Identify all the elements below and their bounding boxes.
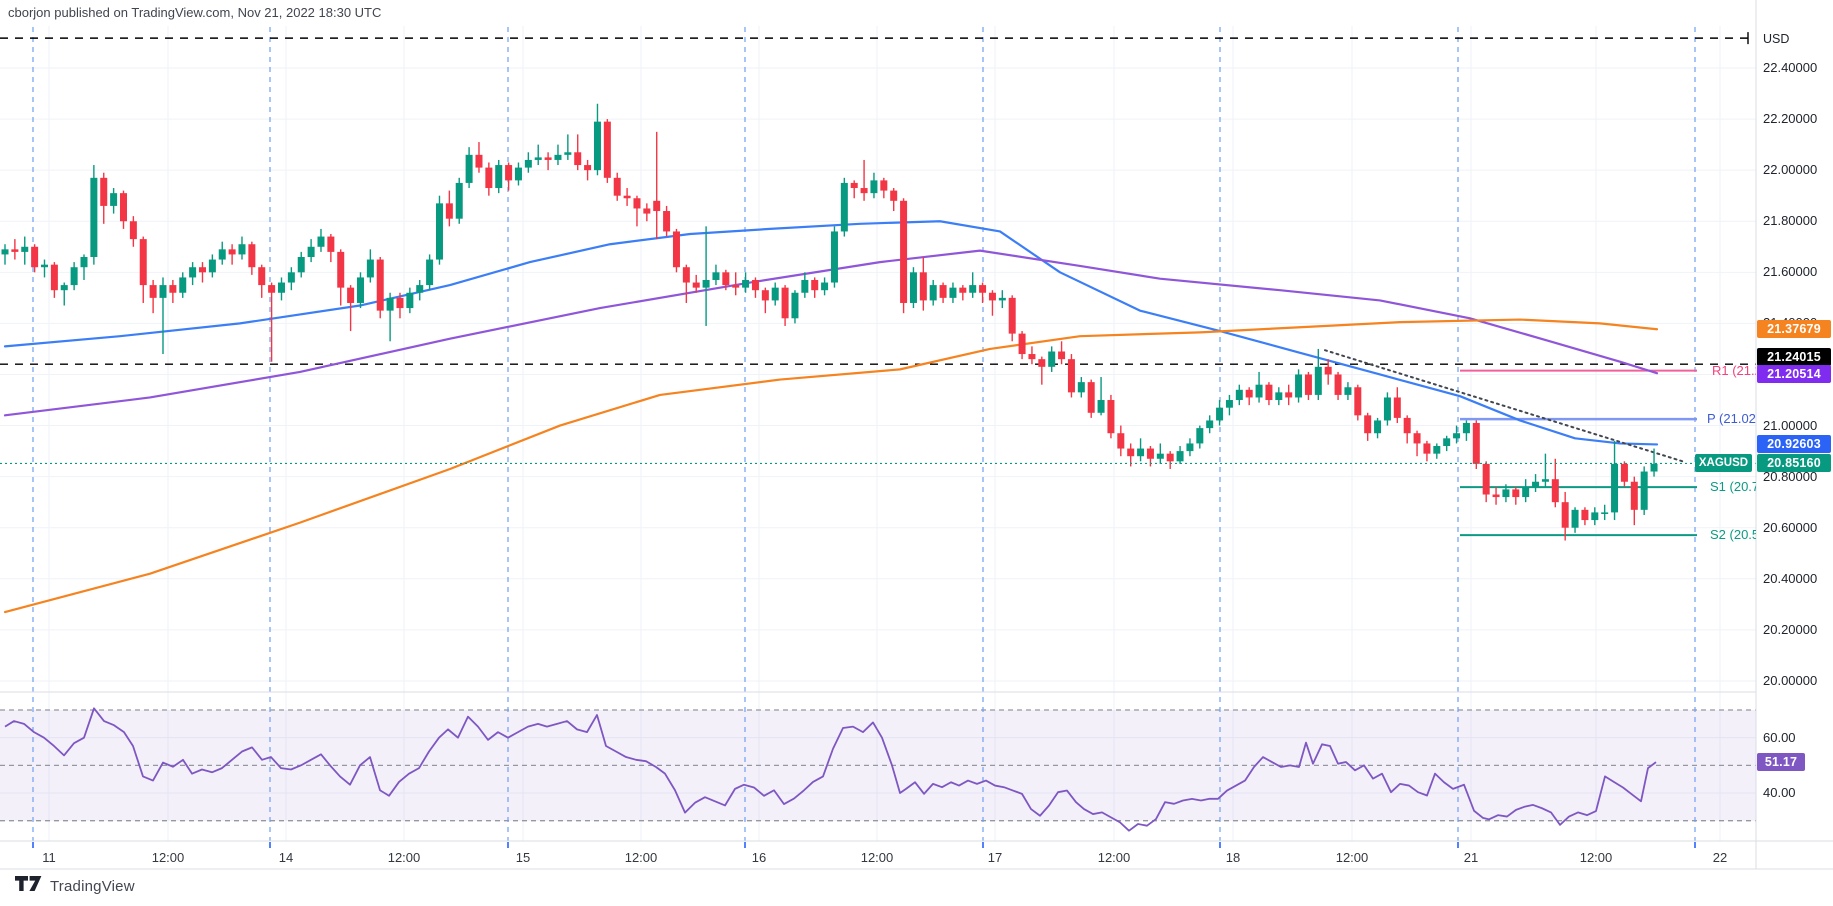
price-tick: 21.80000 <box>1763 213 1818 229</box>
time-tick: 21 <box>1463 850 1479 865</box>
time-tick: 12:00 <box>860 850 894 865</box>
time-tick: 12:00 <box>387 850 421 865</box>
main-chart-pane[interactable]: cborjon published on TradingView.com, No… <box>0 0 1756 869</box>
tradingview-logo-text[interactable]: TradingView <box>50 877 135 895</box>
purple-ma-badge: 21.20514 <box>1757 365 1831 384</box>
time-tick: 15 <box>515 850 531 865</box>
orange-ma-badge: 21.37679 <box>1757 320 1831 339</box>
time-tick: 18 <box>1225 850 1241 865</box>
price-tick: 20.80000 <box>1763 468 1818 484</box>
rsi-tick: 60.00 <box>1763 729 1796 745</box>
time-tick: 17 <box>987 850 1003 865</box>
tradingview-logo-icon[interactable] <box>15 876 42 896</box>
time-tick: 12:00 <box>151 850 185 865</box>
price-tick: 22.00000 <box>1763 162 1818 178</box>
time-tick: 14 <box>278 850 294 865</box>
price-tick: 22.40000 <box>1763 60 1818 75</box>
blue-ma-badge: 20.92603 <box>1757 435 1831 454</box>
publish-watermark: cborjon published on TradingView.com, No… <box>8 5 382 20</box>
price-tick: 20.40000 <box>1763 570 1818 586</box>
pivot-p-label: P (21.02 <box>1707 411 1756 427</box>
footer-bar: TradingView <box>15 876 135 896</box>
time-tick: 12:00 <box>1097 850 1131 865</box>
price-tick: 20.60000 <box>1763 519 1818 535</box>
pivot-s1-label: S1 (20.7 <box>1710 479 1756 495</box>
pivot-r1-label: R1 (21.2 <box>1712 362 1756 378</box>
price-tick: 21.60000 <box>1763 264 1818 280</box>
time-tick: 22 <box>1712 850 1728 865</box>
last-price-badge: 20.85160 <box>1757 454 1831 473</box>
price-axis-unit: USD <box>1763 32 1790 46</box>
time-tick: 16 <box>751 850 767 865</box>
price-tick: 20.20000 <box>1763 621 1818 637</box>
time-tick: 12:00 <box>624 850 658 865</box>
time-tick: 12:00 <box>1335 850 1369 865</box>
price-tick: 22.20000 <box>1763 111 1818 127</box>
rsi-value-badge: 51.17 <box>1757 753 1805 772</box>
symbol-label-box: XAGUSD <box>1695 454 1752 473</box>
price-tick: 20.00000 <box>1763 672 1818 688</box>
time-tick: 11 <box>42 850 56 865</box>
rsi-tick: 40.00 <box>1763 785 1796 801</box>
pivot-s2-label: S2 (20.5 <box>1710 527 1756 543</box>
price-tick: 21.00000 <box>1763 417 1818 433</box>
black-level-badge: 21.24015 <box>1757 348 1831 367</box>
time-tick: 12:00 <box>1579 850 1613 865</box>
